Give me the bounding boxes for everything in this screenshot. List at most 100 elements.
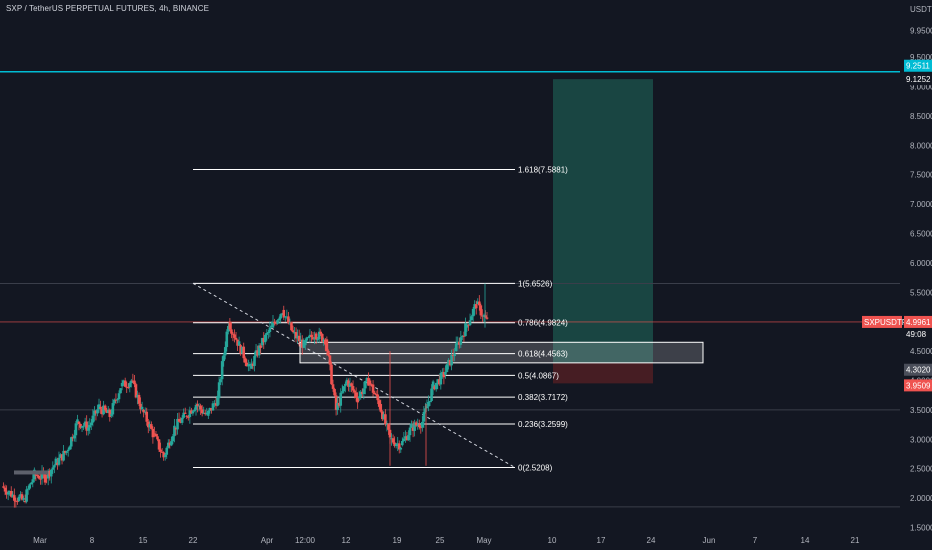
candle-body xyxy=(196,404,199,407)
candle-body xyxy=(231,333,235,335)
candle-body xyxy=(128,382,132,388)
candle-body xyxy=(327,350,330,356)
candle-body xyxy=(243,358,247,363)
candle-body xyxy=(217,382,221,399)
candle-body xyxy=(408,427,412,436)
candle-body xyxy=(65,451,68,453)
target-price-tag: 9.1252 xyxy=(906,75,931,84)
candle-body xyxy=(467,324,470,326)
candle-body xyxy=(371,384,375,393)
candle-body xyxy=(142,409,145,413)
candle-body xyxy=(445,364,449,373)
candle-body xyxy=(205,412,209,415)
candle-body xyxy=(254,350,258,356)
candle-body xyxy=(350,383,353,387)
candle-body xyxy=(405,436,409,441)
candle-body xyxy=(37,475,41,479)
symbol-badge: SXPUSDTPERP xyxy=(864,318,924,327)
candle-body xyxy=(382,414,386,420)
candle-body xyxy=(267,331,270,333)
candle-body xyxy=(316,339,319,341)
candle-body xyxy=(213,403,216,405)
candle-body xyxy=(86,427,90,431)
candle-body xyxy=(233,334,236,338)
candle-body xyxy=(311,337,315,340)
candle-body xyxy=(194,404,198,410)
candle-body xyxy=(174,427,178,430)
candle-body xyxy=(80,426,84,428)
candle-body xyxy=(300,339,304,348)
candle-body xyxy=(322,339,326,342)
candle-body xyxy=(31,479,35,483)
candle-body xyxy=(482,315,486,317)
candle-body xyxy=(76,419,79,424)
candle-body xyxy=(462,335,466,337)
candle-body xyxy=(391,438,395,443)
candle-body xyxy=(390,438,393,440)
fib-level-label: 1(5.6526) xyxy=(518,279,553,288)
candle-body xyxy=(26,488,30,490)
price-tick-label: 5.5000 xyxy=(910,288,932,297)
time-axis[interactable]: Mar 8 15 22 Apr 12:00 12 19 25 May 10 17 24 Jun 7 14 21 xyxy=(33,536,860,545)
candle-body xyxy=(411,427,415,431)
time-tick-label: May xyxy=(476,536,491,545)
price-tick-label: 1.5000 xyxy=(910,524,932,533)
entry-price-tag-bg xyxy=(904,363,932,376)
price-tick-label: 2.5000 xyxy=(910,465,932,474)
candle-body xyxy=(448,359,452,366)
candle-body xyxy=(54,458,58,466)
candle-body xyxy=(307,337,310,339)
candle-body xyxy=(136,394,139,398)
candle-body xyxy=(379,404,383,412)
candle-body xyxy=(384,414,387,425)
countdown-label: 49:08 xyxy=(906,330,927,339)
candle-body xyxy=(177,418,181,422)
candle-body xyxy=(74,423,78,436)
price-tick-label: 2.0000 xyxy=(910,494,932,503)
candle-body xyxy=(285,316,289,318)
candle-body xyxy=(126,386,130,388)
candle-body xyxy=(122,380,125,383)
target-price-tag-bg xyxy=(904,73,932,86)
candle-body xyxy=(330,364,333,385)
candle-body xyxy=(34,474,38,476)
price-tick-label: 6.0000 xyxy=(910,259,932,268)
time-tick-label: Apr xyxy=(261,536,274,545)
price-tick-label: 3.5000 xyxy=(910,406,932,415)
candle-body xyxy=(345,379,349,384)
candle-body xyxy=(367,377,370,386)
candle-body xyxy=(116,399,119,401)
last-price-tag-bg xyxy=(904,315,932,328)
time-tick-label: Mar xyxy=(33,536,47,545)
fib-level-label: 0.5(4.0867) xyxy=(518,371,559,380)
candle-body xyxy=(419,427,423,429)
candle-body xyxy=(271,322,275,328)
candle-body xyxy=(434,382,438,390)
fibonacci-retracement[interactable]: 1(5.6526) 1.618(7.5881) 0.786(4.9824) 0.618… xyxy=(192,166,704,473)
candle-body xyxy=(182,412,185,418)
candle-body xyxy=(23,501,27,503)
candle-body xyxy=(176,418,179,430)
chart-title: SXP / TetherUS PERPETUAL FUTURES, 4h, BI… xyxy=(6,4,210,13)
candle-body xyxy=(296,335,299,339)
candle-body xyxy=(268,327,272,332)
candle-body xyxy=(145,411,149,422)
candle-body xyxy=(108,409,112,417)
candle-body xyxy=(319,331,323,335)
candle-body xyxy=(133,380,136,385)
candle-body xyxy=(314,333,318,340)
candle-body xyxy=(444,372,447,375)
candle-body xyxy=(354,392,358,398)
candle-body xyxy=(203,412,207,415)
candle-body xyxy=(13,495,16,501)
candle-body xyxy=(340,391,344,393)
drawing-box xyxy=(14,470,48,475)
stop-zone xyxy=(553,362,653,384)
stop-price-tag-bg xyxy=(904,379,932,392)
candle-body xyxy=(373,392,376,395)
candle-body xyxy=(85,421,88,431)
candle-body xyxy=(237,341,241,346)
candle-body xyxy=(359,391,363,397)
fib-level-label: 0.236(3.2599) xyxy=(518,420,568,429)
